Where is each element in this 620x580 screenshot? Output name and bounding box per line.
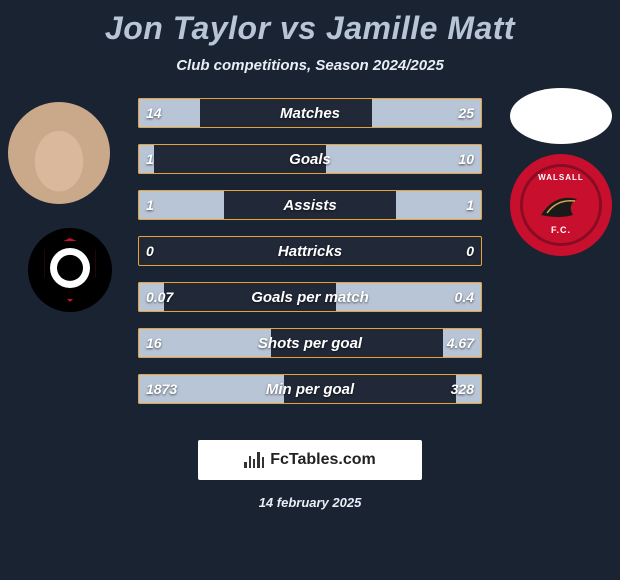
stat-row: 110Goals [138,144,482,174]
stat-label: Assists [138,190,482,220]
player1-club-badge [28,228,112,312]
swift-bird-icon [537,185,585,225]
stat-label: Matches [138,98,482,128]
stats-bars: 1425Matches 110Goals 11Assists 00Hattricks 0… [138,98,482,420]
stat-label: Goals [138,144,482,174]
face-placeholder-icon [8,102,110,204]
stat-row: 0.070.4Goals per match [138,282,482,312]
stat-row: 1873328Min per goal [138,374,482,404]
bar-chart-icon [244,452,264,468]
stat-label: Hattricks [138,236,482,266]
brand-box: FcTables.com [198,440,422,480]
stat-label: Min per goal [138,374,482,404]
player1-photo [8,102,110,204]
footer-date: 14 february 2025 [0,495,620,510]
walsall-badge-icon: WALSALL F.C. [520,164,602,246]
lion-badge-icon [42,238,98,302]
stat-row: 00Hattricks [138,236,482,266]
stat-row: 1425Matches [138,98,482,128]
stat-label: Goals per match [138,282,482,312]
brand-text: FcTables.com [270,451,376,469]
player2-club-badge: WALSALL F.C. [510,154,612,256]
stat-row: 164.67Shots per goal [138,328,482,358]
stat-label: Shots per goal [138,328,482,358]
page-title: Jon Taylor vs Jamille Matt [0,0,620,47]
stat-row: 11Assists [138,190,482,220]
page-subtitle: Club competitions, Season 2024/2025 [0,57,620,74]
player2-photo [510,88,612,144]
